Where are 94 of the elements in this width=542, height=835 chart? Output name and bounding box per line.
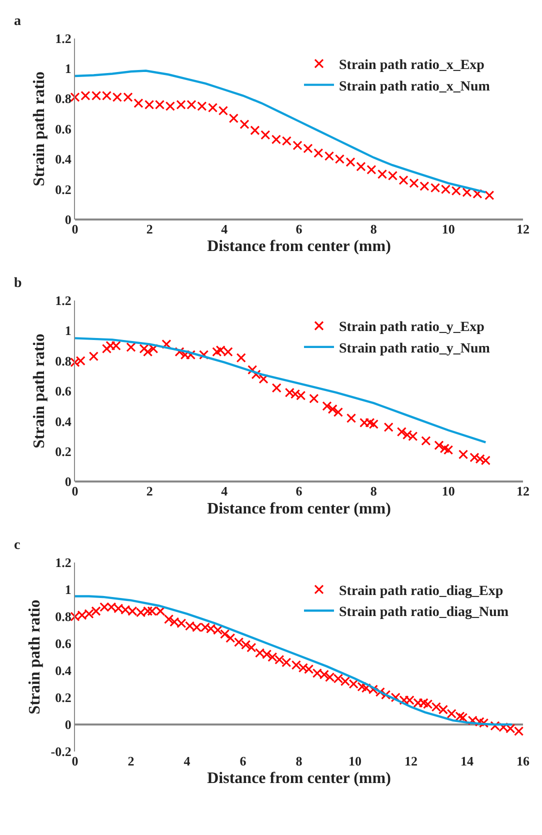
y-tick-label: 0.2 xyxy=(55,182,72,197)
y-tick-label: 0.8 xyxy=(55,353,72,368)
x-tick-label: 4 xyxy=(221,484,228,499)
point xyxy=(236,352,246,363)
x-tick-label: 2 xyxy=(146,484,153,499)
legend-label: Strain path ratio_diag_Exp xyxy=(339,584,504,599)
x-tick-label: 8 xyxy=(296,753,303,768)
y-tick-label: 1 xyxy=(64,323,72,338)
y-tick-label: 0.8 xyxy=(55,609,72,624)
x-tick-label: 2 xyxy=(128,753,134,768)
point xyxy=(292,140,302,150)
point xyxy=(250,126,260,136)
y-axis-title: Strain path ratio xyxy=(31,72,48,186)
point xyxy=(88,351,98,362)
y-axis-title: Strain path ratio xyxy=(31,334,48,448)
point xyxy=(398,175,408,186)
y-tick-label: 1 xyxy=(64,61,72,76)
x-tick-label: 6 xyxy=(296,221,303,236)
x-tick-label: 4 xyxy=(184,753,191,768)
y-tick-label: 0.4 xyxy=(55,414,72,429)
point xyxy=(440,444,450,454)
x-tick-label: 8 xyxy=(370,484,378,499)
x-tick-label: 4 xyxy=(221,221,228,236)
chart-title: b xyxy=(14,276,22,291)
point xyxy=(444,445,454,455)
point xyxy=(260,130,270,140)
point xyxy=(251,370,261,380)
y-tick-label: 0.4 xyxy=(55,663,72,678)
chart-title: a xyxy=(14,14,21,29)
y-tick-label: 0.6 xyxy=(55,121,72,136)
point xyxy=(240,120,250,130)
x-tick-label: 2 xyxy=(146,221,153,236)
point xyxy=(328,404,338,414)
point xyxy=(228,113,238,124)
x-tick-label: 10 xyxy=(348,753,362,768)
point xyxy=(484,190,494,200)
point xyxy=(324,151,334,161)
x-tick-label: 12 xyxy=(404,753,418,768)
y-tick-label: 1 xyxy=(64,582,72,598)
point xyxy=(303,144,313,154)
legend-label: Strain path ratio_x_Exp xyxy=(339,58,485,74)
x-tick-label: 6 xyxy=(296,484,303,499)
x-tick-label: 14 xyxy=(460,753,474,768)
point xyxy=(333,407,343,417)
x-tick-label: 12 xyxy=(516,221,530,236)
point xyxy=(434,440,444,450)
y-tick-label: 0 xyxy=(64,474,72,490)
x-axis-title: Distance from center (mm) xyxy=(207,500,391,518)
point xyxy=(346,157,356,167)
x-axis-title: Distance from center (mm) xyxy=(207,770,391,788)
y-axis-title: Strain path ratio xyxy=(26,600,44,714)
y-tick-label: 0 xyxy=(64,717,72,732)
y-tick-label: 0.6 xyxy=(55,384,72,399)
legend-label: Strain path ratio_diag_Num xyxy=(339,605,509,620)
x-tick-label: 12 xyxy=(516,484,530,499)
point xyxy=(199,350,209,360)
point xyxy=(346,413,356,423)
point xyxy=(366,164,376,174)
y-tick-label: 0.8 xyxy=(55,91,72,106)
chart-title: c xyxy=(14,538,20,553)
y-tick-label: 0.6 xyxy=(55,636,72,652)
y-tick-label: 0.2 xyxy=(55,690,72,706)
point xyxy=(126,342,136,352)
point xyxy=(396,426,406,437)
y-tick-label: 0.4 xyxy=(55,152,72,167)
x-axis-title: Distance from center (mm) xyxy=(207,238,391,256)
y-tick-label: 1.2 xyxy=(55,555,72,570)
x-tick-label: 10 xyxy=(442,221,455,236)
x-tick-label: 10 xyxy=(442,484,455,499)
point xyxy=(322,401,332,411)
point xyxy=(272,383,282,393)
point xyxy=(356,162,366,172)
point xyxy=(409,178,419,188)
point xyxy=(334,154,344,164)
y-tick-label: -0.2 xyxy=(50,744,72,760)
legend-label: Strain path ratio_y_Num xyxy=(339,341,490,356)
x-tick-label: 8 xyxy=(370,221,378,236)
point xyxy=(162,339,172,350)
legend-label: Strain path ratio_x_Num xyxy=(339,79,490,94)
y-tick-label: 1.2 xyxy=(55,30,72,46)
x-tick-label: 6 xyxy=(240,753,247,768)
x-tick-label: 16 xyxy=(516,753,530,768)
legend-label: Strain path ratio_y_Exp xyxy=(339,320,485,336)
y-tick-label: 1.2 xyxy=(55,292,72,308)
point xyxy=(174,346,184,357)
point xyxy=(248,365,258,375)
point xyxy=(143,346,153,357)
y-tick-label: 0.2 xyxy=(55,444,72,459)
point xyxy=(384,422,394,432)
point xyxy=(458,450,468,460)
point xyxy=(421,436,431,446)
point xyxy=(314,148,324,158)
point xyxy=(309,394,319,404)
point xyxy=(218,106,228,116)
